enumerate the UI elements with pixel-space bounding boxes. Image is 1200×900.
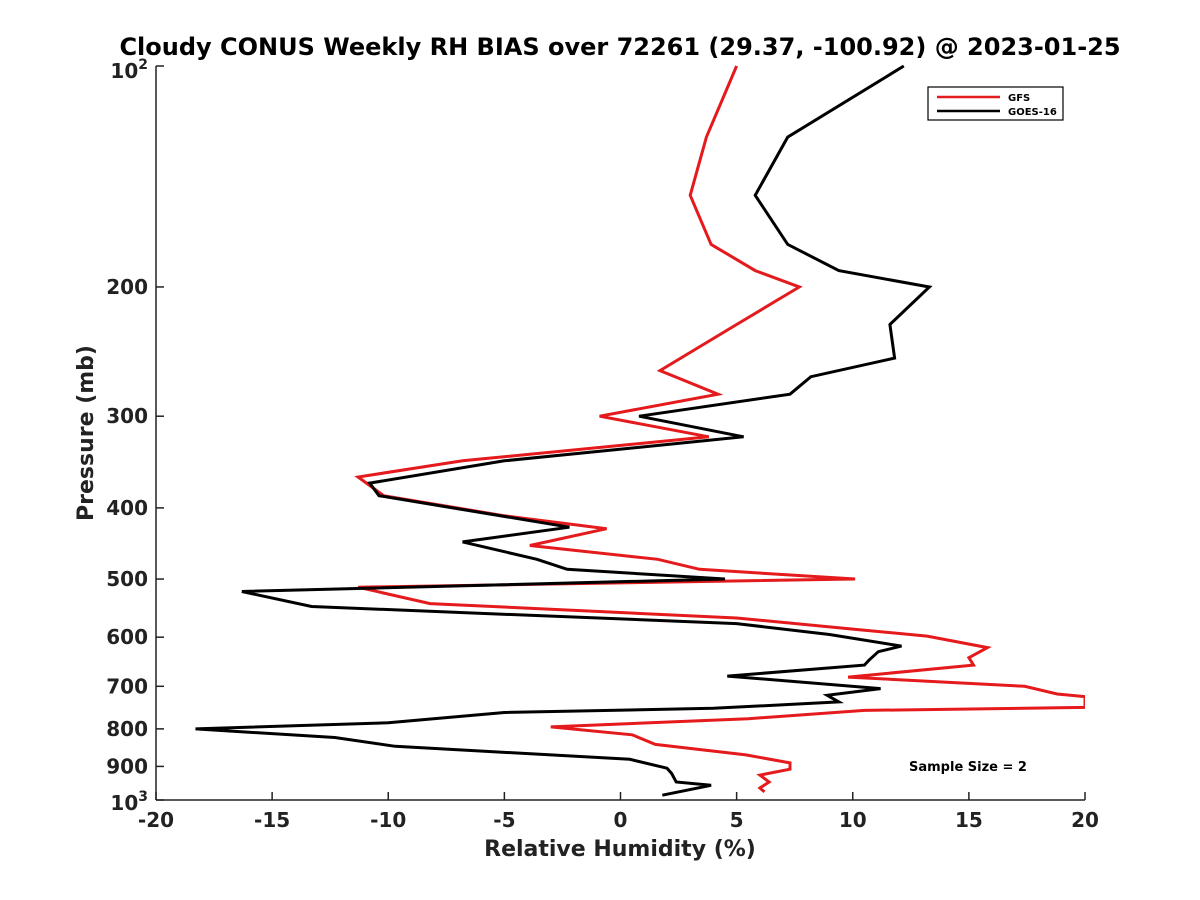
y-tick-label: 800 (106, 717, 148, 741)
x-tick-label: -5 (493, 808, 515, 832)
y-tick-label: 900 (106, 754, 148, 778)
y-tick-label: 700 (106, 674, 148, 698)
x-tick-label: -10 (370, 808, 406, 832)
x-tick-label: -20 (138, 808, 174, 832)
plot-area (156, 66, 1085, 800)
legend: GFS GOES-16 (927, 86, 1064, 121)
x-tick-label: -15 (254, 808, 290, 832)
legend-box (927, 86, 1064, 121)
chart-title: Cloudy CONUS Weekly RH BIAS over 72261 (… (119, 33, 1120, 61)
x-ticks: -20 -15 -10 -5 0 5 10 15 20 (138, 792, 1099, 832)
x-tick-label: 15 (955, 808, 983, 832)
y-tick-label: 600 (106, 625, 148, 649)
y-tick-label: 500 (106, 567, 148, 591)
x-tick-label: 5 (730, 808, 744, 832)
x-axis-label: Relative Humidity (%) (484, 837, 756, 862)
series-line-goes16 (195, 64, 933, 797)
y-axis-bottom-label: 103 (110, 789, 148, 815)
x-tick-label: 10 (839, 808, 867, 832)
y-tick-label: 200 (106, 275, 148, 299)
series-line-gfs (354, 65, 1085, 794)
y-ticks: 200 300 400 500 600 700 800 900 (106, 65, 164, 801)
series-layer (195, 64, 1085, 797)
x-tick-label: 0 (614, 808, 628, 832)
sample-size-annotation: Sample Size = 2 (909, 760, 1027, 775)
x-tick-label: 20 (1071, 808, 1099, 832)
y-tick-label: 300 (106, 404, 148, 428)
y-axis-top-label: 102 (110, 57, 148, 83)
legend-label-gfs: GFS (1008, 93, 1030, 104)
legend-label-goes16: GOES-16 (1008, 107, 1057, 118)
y-axis-label: Pressure (mb) (74, 345, 99, 521)
y-tick-label: 400 (106, 496, 148, 520)
